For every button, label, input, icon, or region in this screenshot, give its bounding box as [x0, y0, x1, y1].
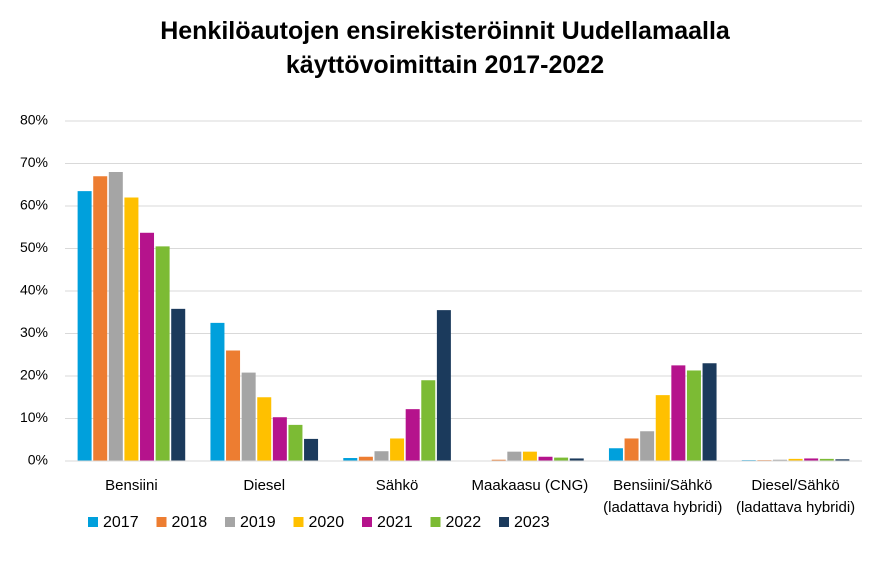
bar	[226, 350, 241, 461]
bar	[772, 459, 787, 461]
bar	[405, 409, 420, 461]
bar	[624, 438, 639, 461]
legend-label: 2021	[377, 514, 413, 531]
bar	[210, 322, 225, 461]
bar	[835, 459, 850, 461]
chart-title: Henkilöautojen ensirekisteröinnit Uudell…	[160, 17, 730, 79]
bar	[640, 431, 655, 461]
bar	[436, 310, 451, 461]
y-tick-label: 10%	[20, 409, 48, 425]
y-tick-label: 80%	[20, 112, 48, 128]
bar	[93, 176, 108, 461]
bar	[421, 380, 436, 461]
bar	[124, 197, 139, 461]
legend-swatch	[362, 517, 372, 527]
legend-swatch	[499, 517, 509, 527]
bar	[374, 451, 389, 461]
bar	[554, 457, 569, 461]
bar	[522, 451, 537, 461]
bar	[257, 397, 272, 461]
bar	[343, 458, 358, 461]
bar	[538, 456, 553, 461]
y-tick-label: 20%	[20, 367, 48, 383]
legend-label: 2023	[514, 514, 550, 531]
bar	[358, 456, 373, 461]
x-tick-label: Maakaasu (CNG)	[471, 477, 589, 494]
bar	[108, 172, 123, 461]
legend-swatch	[430, 517, 441, 527]
bar	[507, 451, 522, 461]
y-tick-label: 40%	[20, 282, 48, 298]
y-tick-label: 0%	[28, 452, 48, 468]
bar	[819, 458, 834, 461]
bar	[304, 438, 319, 461]
y-tick-label: 60%	[20, 197, 48, 213]
legend-swatch	[293, 517, 304, 527]
y-tick-label: 70%	[20, 154, 48, 170]
bar	[788, 458, 803, 461]
bar	[272, 417, 287, 461]
bar	[804, 458, 819, 461]
x-tick-label: Sähkö	[375, 477, 419, 494]
legend-swatch	[225, 517, 235, 527]
x-tick-label: Diesel/Sähkö (ladattava hybridi)	[735, 477, 856, 516]
legend-label: 2020	[309, 514, 345, 531]
legend-swatch	[156, 517, 167, 527]
bar	[390, 438, 405, 461]
legend-label: 2018	[172, 514, 208, 531]
bar	[140, 232, 155, 461]
bar	[77, 191, 92, 461]
bar	[655, 395, 670, 461]
legend-label: 2022	[446, 514, 482, 531]
bar	[569, 458, 584, 461]
x-tick-label: Diesel	[243, 477, 286, 494]
bar	[491, 459, 506, 461]
x-tick-label: Bensiini	[105, 477, 158, 494]
bar	[241, 372, 256, 461]
bar	[702, 363, 717, 461]
bar	[686, 370, 701, 461]
legend-label: 2017	[103, 514, 139, 531]
legend-label: 2019	[240, 514, 276, 531]
bar	[671, 365, 686, 461]
legend-swatch	[88, 517, 98, 527]
bar	[608, 448, 623, 461]
y-tick-label: 50%	[20, 239, 48, 255]
bar	[288, 424, 303, 461]
bar	[171, 308, 186, 461]
x-tick-label: Bensiini/Sähkö (ladattava hybridi)	[603, 477, 723, 516]
y-tick-label: 30%	[20, 324, 48, 340]
bar	[155, 246, 170, 461]
